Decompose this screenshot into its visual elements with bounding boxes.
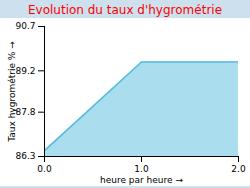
svg-text:87.8: 87.8	[15, 107, 35, 117]
svg-text:90.7: 90.7	[15, 21, 35, 31]
svg-text:heure par heure →: heure par heure →	[100, 175, 183, 185]
svg-text:86.3: 86.3	[15, 151, 35, 161]
svg-text:1.0: 1.0	[134, 164, 149, 174]
svg-text:Taux hygrométrie % →: Taux hygrométrie % →	[7, 41, 17, 143]
svg-text:89.2: 89.2	[15, 66, 35, 76]
html-text:Evolution du taux d'hygrométri: Evolution du taux d'hygrométrie	[28, 3, 222, 17]
svg-text:2.0: 2.0	[231, 164, 246, 174]
svg-text:0.0: 0.0	[37, 164, 52, 174]
